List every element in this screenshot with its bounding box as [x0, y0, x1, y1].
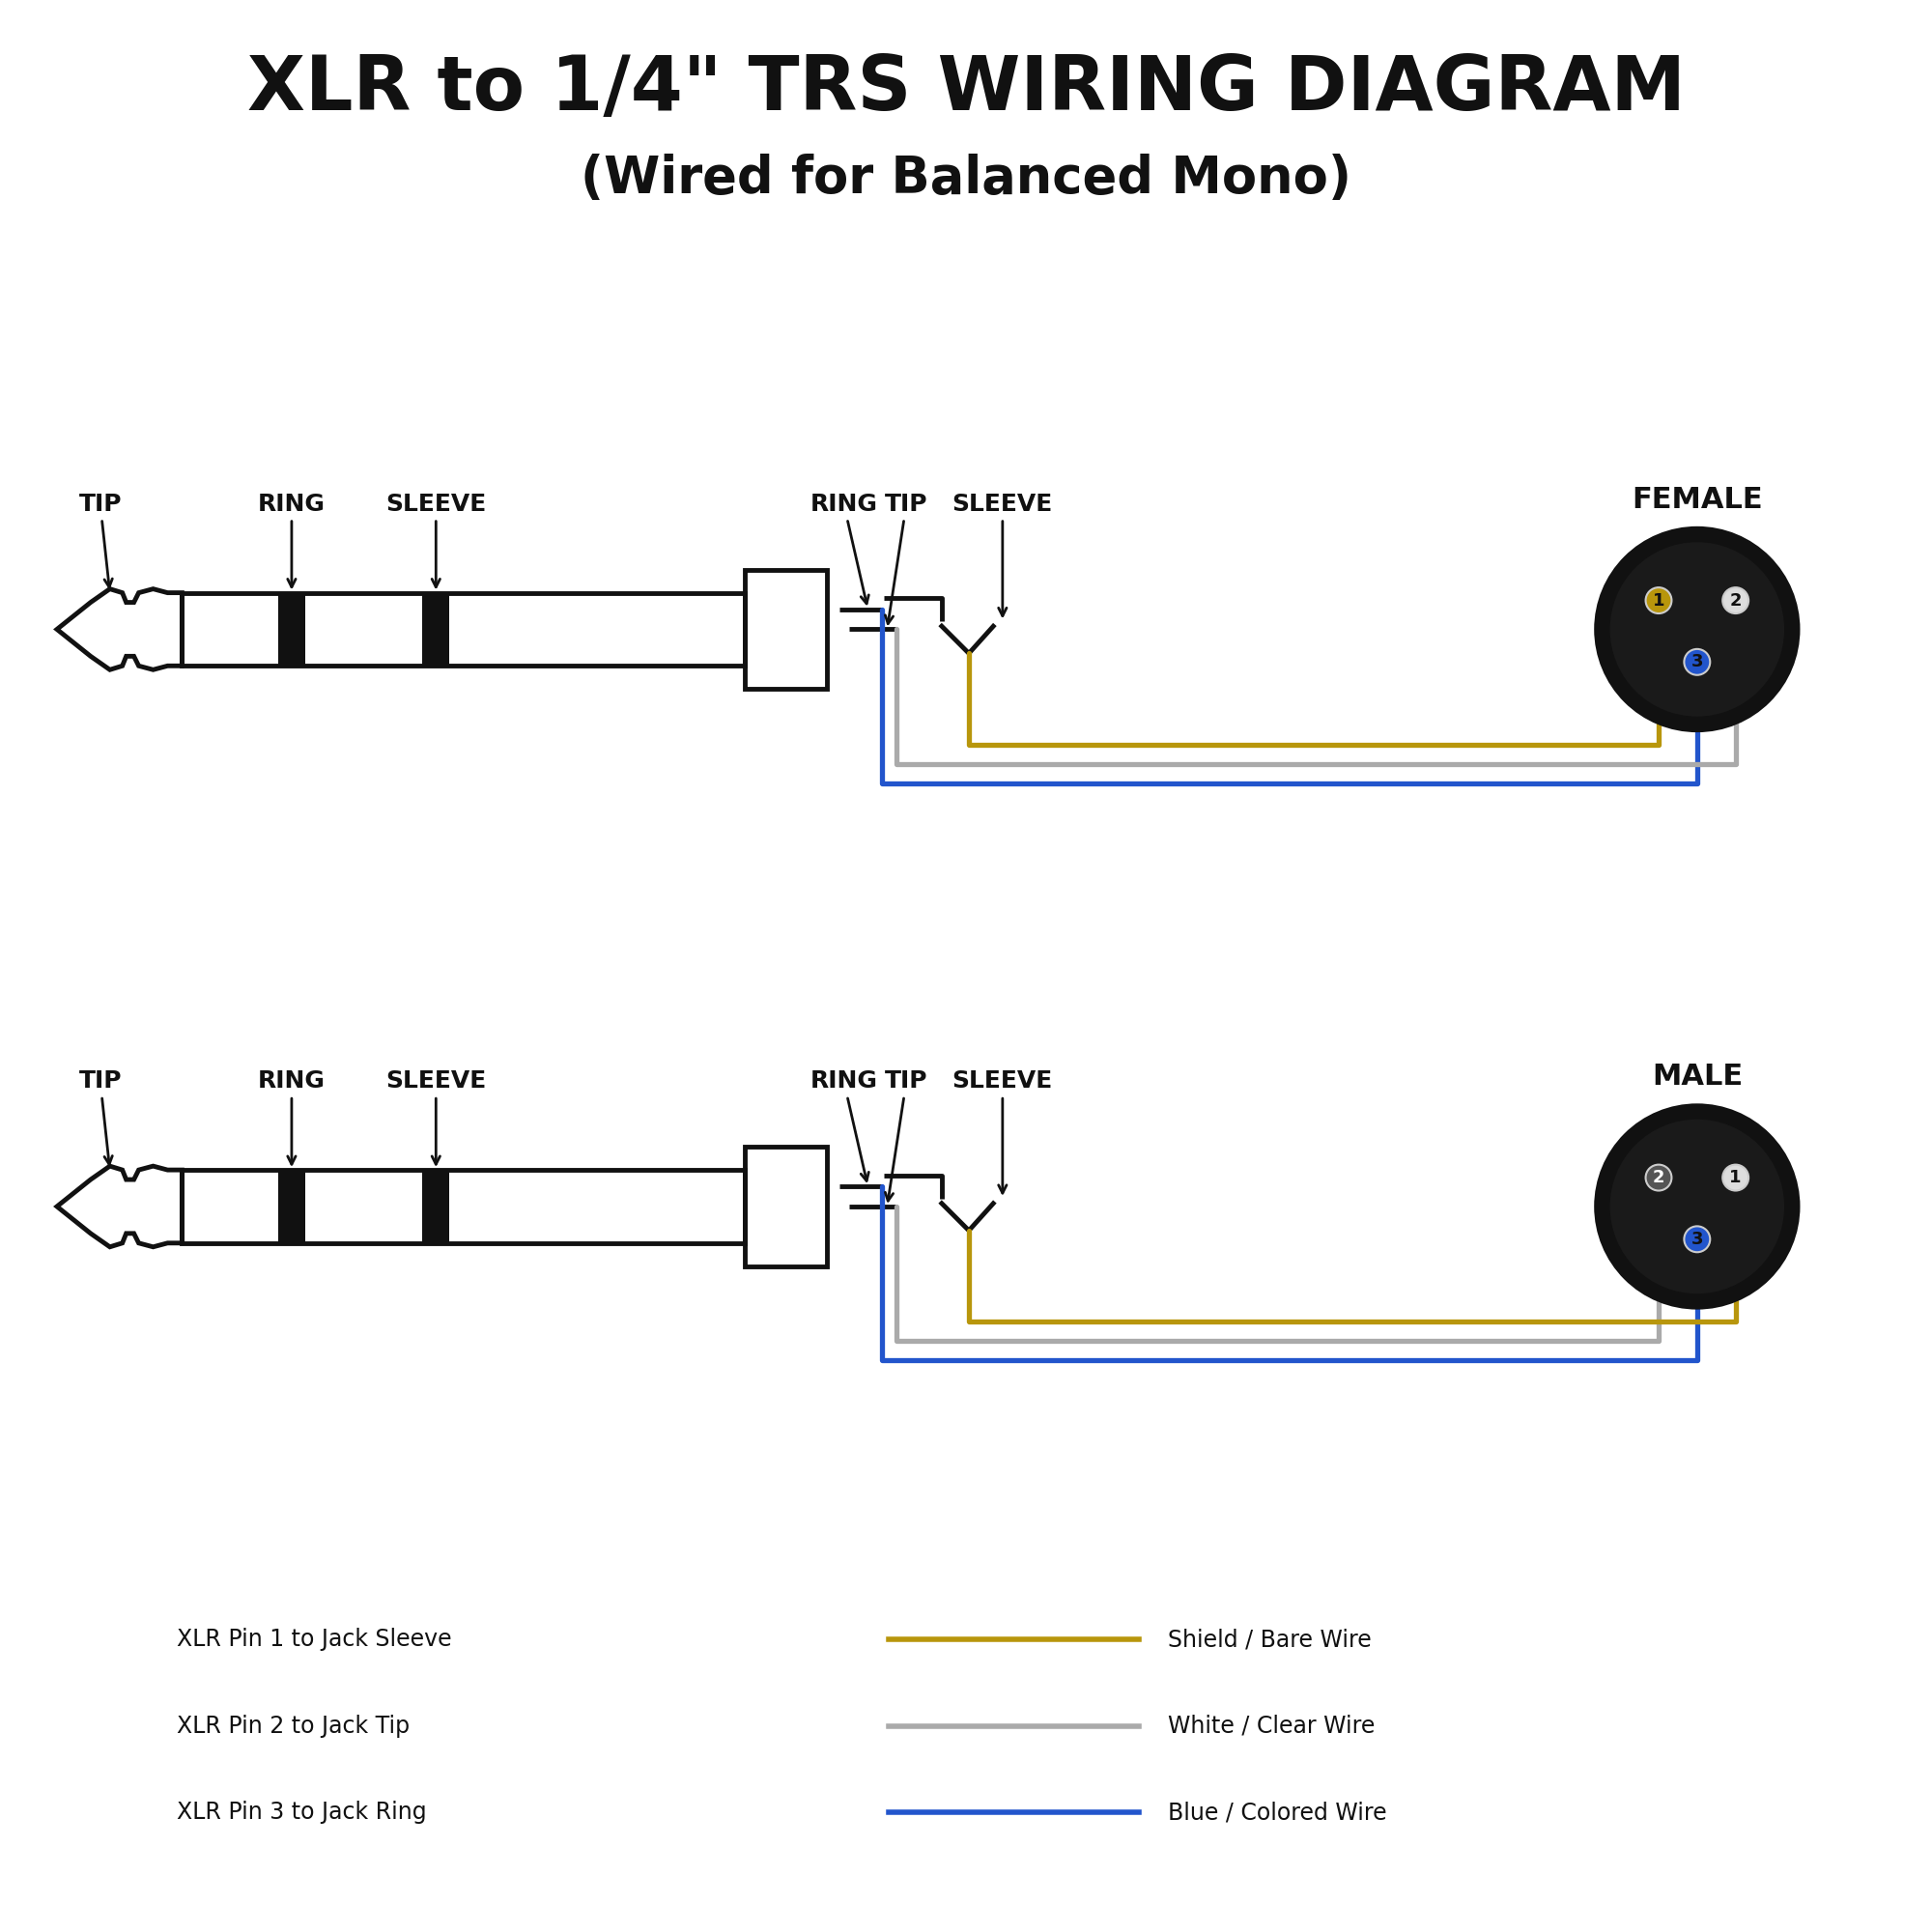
Text: Blue / Colored Wire: Blue / Colored Wire [1169, 1801, 1387, 1824]
Text: TIP: TIP [79, 493, 122, 587]
Text: Shield / Bare Wire: Shield / Bare Wire [1169, 1629, 1372, 1652]
Text: 3: 3 [1690, 1231, 1704, 1248]
Text: RING: RING [810, 493, 877, 603]
Circle shape [1609, 1119, 1785, 1294]
Circle shape [1596, 1105, 1799, 1308]
Text: MALE: MALE [1652, 1063, 1743, 1092]
Circle shape [1609, 541, 1785, 719]
Text: White / Clear Wire: White / Clear Wire [1169, 1714, 1376, 1737]
Polygon shape [278, 1171, 305, 1242]
Text: TIP: TIP [885, 493, 927, 624]
Circle shape [1723, 1165, 1748, 1190]
Text: XLR Pin 2 to Jack Tip: XLR Pin 2 to Jack Tip [178, 1714, 410, 1737]
Polygon shape [423, 593, 450, 667]
Text: XLR Pin 1 to Jack Sleeve: XLR Pin 1 to Jack Sleeve [178, 1629, 452, 1652]
Text: 1: 1 [1652, 591, 1665, 609]
Text: 1: 1 [1729, 1169, 1741, 1186]
Polygon shape [423, 1171, 450, 1242]
Circle shape [1685, 649, 1710, 674]
Text: 2: 2 [1729, 591, 1741, 609]
Text: RING: RING [257, 1070, 325, 1165]
Text: XLR to 1/4" TRS WIRING DIAGRAM: XLR to 1/4" TRS WIRING DIAGRAM [247, 52, 1685, 126]
Text: TIP: TIP [885, 1070, 927, 1202]
Text: SLEEVE: SLEEVE [386, 1070, 487, 1165]
Text: FEMALE: FEMALE [1633, 485, 1762, 514]
Circle shape [1596, 527, 1799, 730]
Circle shape [1646, 1165, 1671, 1190]
Text: TIP: TIP [79, 1070, 122, 1165]
Text: RING: RING [810, 1070, 877, 1180]
Text: SLEEVE: SLEEVE [386, 493, 487, 587]
Text: 2: 2 [1652, 1169, 1665, 1186]
Text: SLEEVE: SLEEVE [952, 1070, 1053, 1194]
Text: (Wired for Balanced Mono): (Wired for Balanced Mono) [580, 153, 1352, 203]
Text: RING: RING [257, 493, 325, 587]
Text: SLEEVE: SLEEVE [952, 493, 1053, 616]
Circle shape [1685, 1227, 1710, 1252]
Text: XLR Pin 3 to Jack Ring: XLR Pin 3 to Jack Ring [178, 1801, 427, 1824]
Circle shape [1723, 587, 1748, 614]
Polygon shape [278, 593, 305, 667]
Text: 3: 3 [1690, 653, 1704, 670]
Circle shape [1646, 587, 1671, 614]
